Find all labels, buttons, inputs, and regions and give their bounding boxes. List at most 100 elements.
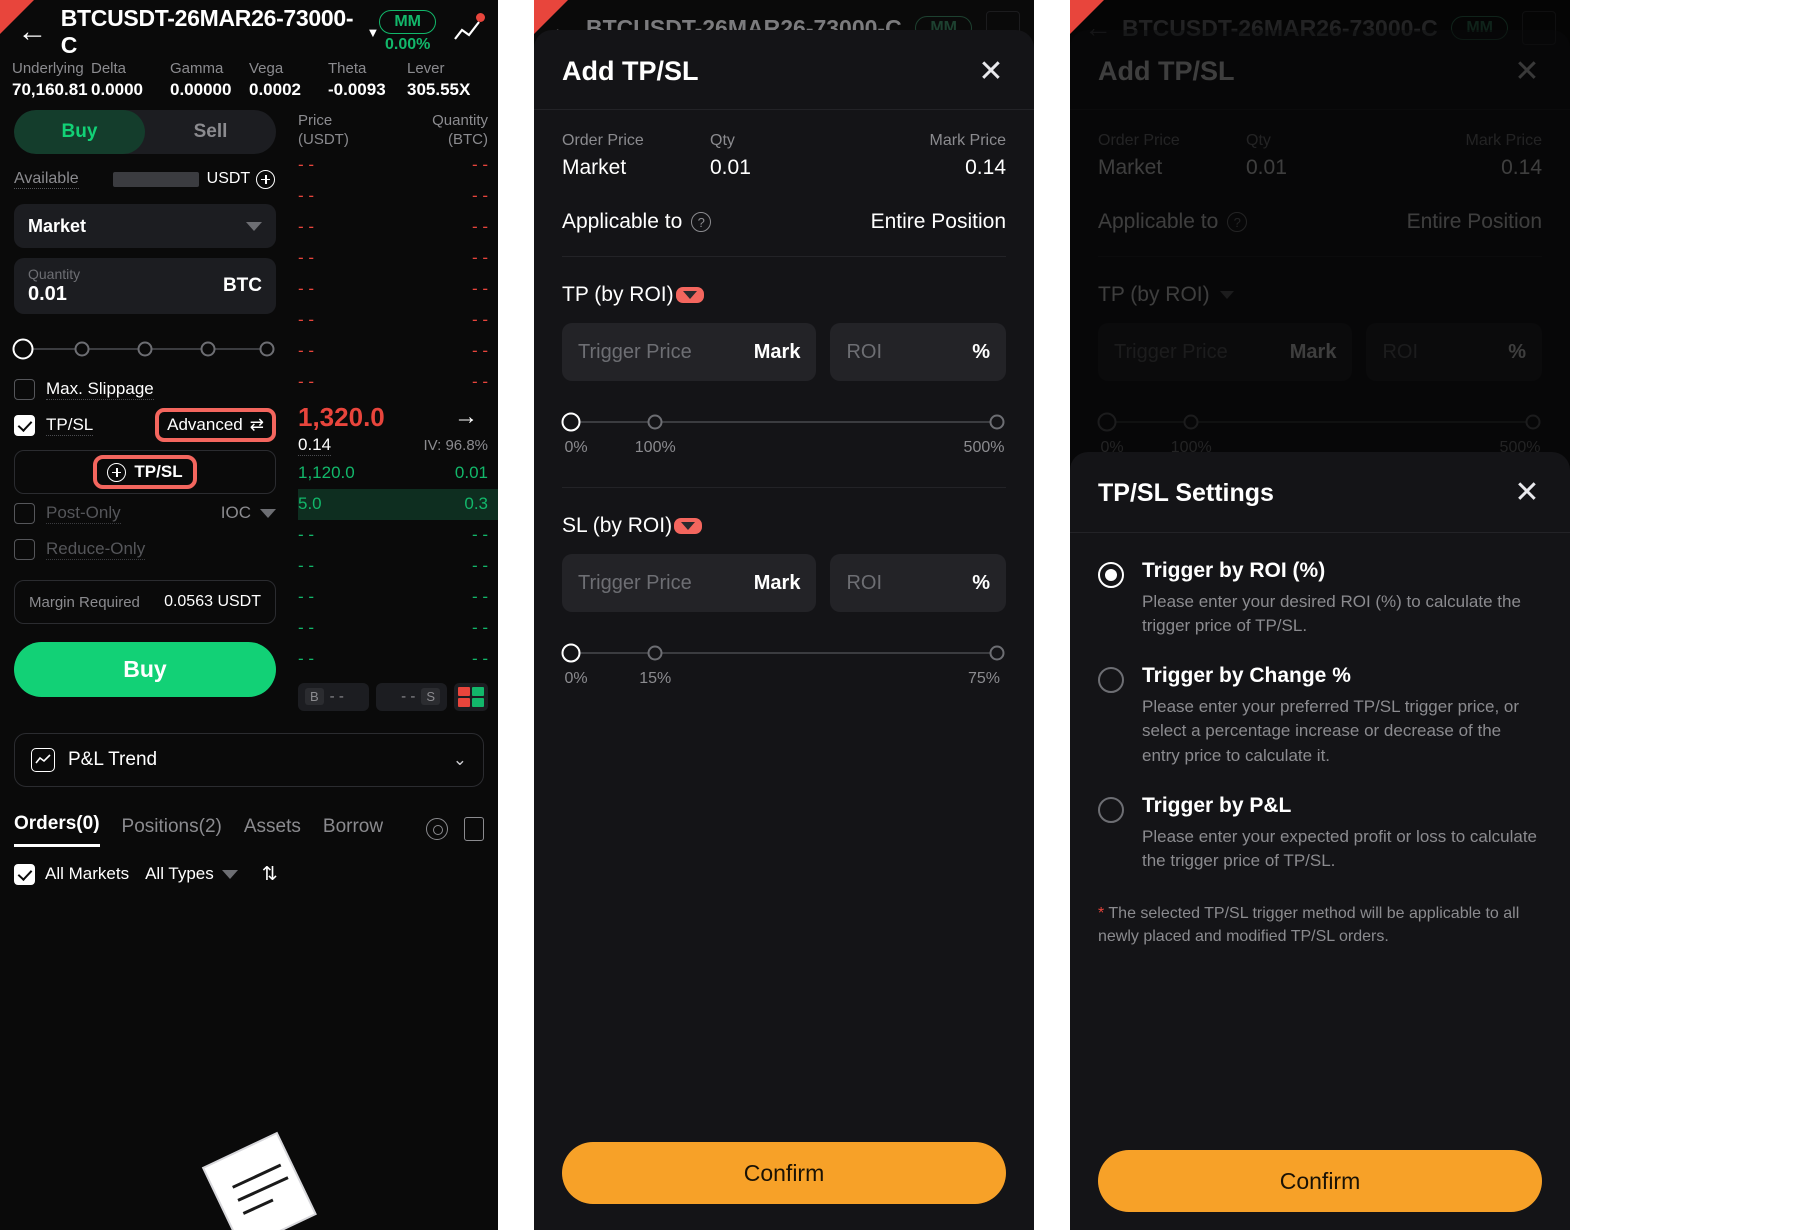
tab-sell[interactable]: Sell <box>193 121 228 142</box>
pl-trend-label: P&L Trend <box>68 748 158 770</box>
tab-buy[interactable]: Buy <box>14 110 145 154</box>
order-book-bid-row[interactable]: 5.0 0.3 <box>298 488 498 520</box>
notification-dot-icon <box>476 13 485 22</box>
sl-slider-handle[interactable] <box>561 643 581 663</box>
option-trigger-by-roi[interactable]: Trigger by ROI (%) Please enter your des… <box>1070 533 1570 638</box>
order-book-ask-row[interactable]: - -- - <box>298 274 498 305</box>
page-title[interactable]: BTCUSDT-26MAR26-73000-C <box>60 5 354 58</box>
order-book-ask-row[interactable]: - -- - <box>298 212 498 243</box>
chart-line-icon[interactable] <box>450 13 485 49</box>
tpsl-row[interactable]: TP/SL Advanced ⇄ <box>14 408 276 442</box>
tp-mode-caret-icon <box>1219 291 1234 299</box>
sl-roi-input[interactable]: ROI % <box>830 554 1006 612</box>
tp-mark-suffix[interactable]: Mark <box>753 340 801 363</box>
sl-slider[interactable] <box>561 640 1006 666</box>
symbol-dropdown-caret-icon[interactable]: ▼ <box>366 24 380 40</box>
max-slippage-checkbox[interactable] <box>14 378 35 400</box>
tp-slider-handle[interactable] <box>561 412 581 432</box>
buy-button[interactable]: Buy <box>14 642 276 697</box>
slider-tick-50[interactable] <box>137 341 153 357</box>
tp-roi-input[interactable]: ROI % <box>830 323 1006 381</box>
ask-tag: S <box>421 688 440 705</box>
sort-updown-icon[interactable]: ⇅ <box>261 863 278 885</box>
max-slippage-row[interactable]: Max. Slippage <box>14 372 276 406</box>
order-book-layout-icon[interactable] <box>454 682 488 711</box>
order-book-bid-row[interactable]: - -- - <box>298 644 498 675</box>
tp-slider-tick-100[interactable] <box>647 414 663 430</box>
order-book-bid-row[interactable]: - -- - <box>298 551 498 582</box>
close-icon[interactable]: ✕ <box>978 54 1004 88</box>
summary-qty: Qty 0.01 <box>1246 132 1287 179</box>
confirm-button[interactable]: Confirm <box>1098 1150 1542 1212</box>
bid-chip[interactable]: B - - <box>298 682 369 711</box>
radio-change[interactable] <box>1098 667 1124 694</box>
order-book-bid-row[interactable]: - -- - <box>298 582 498 613</box>
greek-gamma: Gamma 0.00000 <box>170 60 249 100</box>
mm-indicator[interactable]: MM 0.00% <box>379 10 436 54</box>
slider-tick-25[interactable] <box>74 341 90 357</box>
applicable-to-row[interactable]: Applicable to ? Entire Position <box>562 180 1006 257</box>
tab-borrow[interactable]: Borrow <box>322 815 384 837</box>
order-book-bid-row[interactable]: 1,120.0 0.01 <box>298 458 498 489</box>
document-icon[interactable] <box>464 816 484 841</box>
order-book-ask-row[interactable]: - -- - <box>298 336 498 367</box>
max-slippage-label: Max. Slippage <box>46 378 154 400</box>
order-book-ask-row[interactable]: - -- - <box>298 181 498 212</box>
tif-select[interactable]: IOC <box>221 503 276 523</box>
order-book-ask-row[interactable]: - -- - <box>298 243 498 274</box>
slider-handle[interactable] <box>12 338 34 360</box>
tp-mode-caret-icon[interactable] <box>675 287 704 303</box>
chevron-down-icon[interactable]: ⌄ <box>452 749 467 769</box>
add-tpsl-button[interactable]: TP/SL <box>14 450 276 494</box>
tpsl-checkbox[interactable] <box>14 414 35 436</box>
order-book-ask-row[interactable]: - -- - <box>298 367 498 398</box>
order-book-bid-row[interactable]: - -- - <box>298 613 498 644</box>
post-only-row[interactable]: Post-Only IOC <box>14 496 276 530</box>
pl-trend-panel[interactable]: P&L Trend ⌄ <box>14 732 484 787</box>
buy-sell-toggle[interactable]: Buy Sell <box>14 110 276 154</box>
order-book-ask-row[interactable]: - -- - <box>298 150 498 181</box>
target-icon[interactable] <box>426 817 448 840</box>
all-types-select[interactable]: All Types <box>145 864 238 884</box>
sl-mode-caret-icon[interactable] <box>674 518 703 534</box>
close-icon[interactable]: ✕ <box>1514 476 1540 509</box>
order-type-select[interactable]: Market <box>14 204 276 248</box>
confirm-button[interactable]: Confirm <box>562 1142 1006 1204</box>
tab-positions[interactable]: Positions(2) <box>121 815 222 837</box>
slider-tick-75[interactable] <box>200 341 216 357</box>
advanced-toggle[interactable]: Advanced ⇄ <box>155 408 276 442</box>
tab-assets[interactable]: Assets <box>243 815 301 837</box>
reduce-only-row[interactable]: Reduce-Only <box>14 532 276 566</box>
radio-pnl[interactable] <box>1098 796 1124 823</box>
all-markets-checkbox[interactable] <box>14 863 35 885</box>
quantity-input[interactable]: Quantity 0.01 BTC <box>14 258 276 314</box>
quantity-slider[interactable] <box>12 328 276 370</box>
slider-tick-100[interactable] <box>259 341 275 357</box>
reduce-only-checkbox[interactable] <box>14 538 35 560</box>
tab-orders[interactable]: Orders(0) <box>14 813 100 847</box>
sl-trigger-price-input[interactable]: Trigger Price Mark <box>562 554 817 612</box>
help-icon[interactable]: ? <box>691 212 712 232</box>
order-book-ask-row[interactable]: - -- - <box>298 305 498 336</box>
arrow-right-icon[interactable]: → <box>454 403 478 430</box>
radio-roi[interactable] <box>1098 562 1124 588</box>
chevron-down-icon <box>246 221 262 231</box>
all-types-label: All Types <box>145 864 214 883</box>
ask-chip[interactable]: - - S <box>376 682 447 711</box>
ghost-mm-badge: MM <box>1451 16 1508 40</box>
post-only-checkbox[interactable] <box>14 502 35 524</box>
sl-mark-suffix[interactable]: Mark <box>753 571 801 594</box>
deposit-plus-icon[interactable] <box>256 169 276 189</box>
sl-slider-tick-15[interactable] <box>647 645 663 661</box>
tp-slider[interactable] <box>561 409 1006 435</box>
option-trigger-by-pnl[interactable]: Trigger by P&L Please enter your expecte… <box>1070 768 1570 873</box>
tp-trigger-price-input[interactable]: Trigger Price Mark <box>562 323 817 381</box>
option-trigger-by-change[interactable]: Trigger by Change % Please enter your pr… <box>1070 638 1570 767</box>
sl-section-header[interactable]: SL (by ROI) <box>562 488 1006 554</box>
tp-mark-suffix: Mark <box>1289 340 1337 363</box>
order-book-bid-row[interactable]: - -- - <box>298 520 498 551</box>
tp-slider-tick-500[interactable] <box>989 414 1005 430</box>
tp-section-header[interactable]: TP (by ROI) <box>562 257 1006 323</box>
option-description: Please enter your desired ROI (%) to cal… <box>1142 592 1521 636</box>
sl-slider-tick-75[interactable] <box>989 645 1005 661</box>
